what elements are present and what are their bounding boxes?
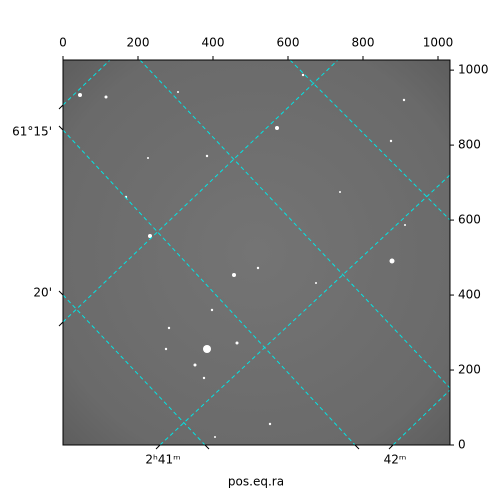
y-tick-label: 400 [458,288,481,302]
ra-tick-label: 2ʰ41ᵐ [145,453,180,467]
coordinate-grid [63,60,450,445]
stars [78,73,406,438]
y-tick-label: 200 [458,363,481,377]
axes: 0 200 400 600 800 1000 0 200 400 600 800 1000 [59,36,488,452]
x-tick-label: 400 [202,36,225,50]
y-tick-label: 600 [458,213,481,227]
world-ticks [58,104,394,450]
sky-image [63,60,450,445]
ra-tick-label: 42ᵐ [384,453,407,467]
x-tick-label: 800 [352,36,375,50]
image-background [63,60,450,445]
x-tick-label: 1000 [423,36,454,50]
x-axis-label: pos.eq.ra [228,475,284,489]
x-tick-label: 0 [59,36,67,50]
y-tick-label: 800 [458,138,481,152]
dec-tick-label: 61°15' [12,125,52,139]
y-tick-label: 1000 [458,63,489,77]
x-tick-label: 600 [277,36,300,50]
dec-tick-label: 20' [33,286,52,300]
x-tick-label: 200 [127,36,150,50]
y-tick-label: 0 [458,438,466,452]
plot-frame [62,59,451,446]
